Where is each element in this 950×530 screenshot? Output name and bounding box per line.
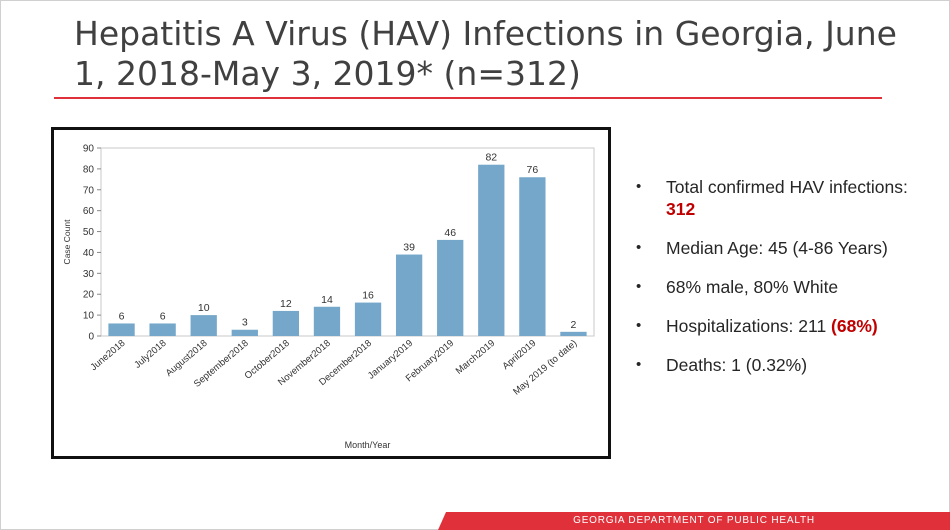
bar-value-label: 6 (119, 310, 125, 322)
bar (395, 254, 423, 336)
bullet-median-age-text: Median Age: 45 (4-86 Years) (666, 238, 888, 258)
bar (519, 177, 546, 336)
y-tick-label: 80 (83, 164, 95, 175)
x-tick-label: March2019 (454, 338, 497, 377)
title-underline (54, 97, 882, 99)
x-axis-title: Month/Year (345, 440, 391, 450)
bar-value-label: 16 (362, 290, 374, 302)
bar-value-label: 10 (198, 302, 210, 314)
bar (231, 329, 258, 336)
bar (313, 306, 341, 336)
bar-chart: 0 10 20 30 40 50 60 70 80 90 Case Count 6 June2018 6 J… (62, 144, 595, 450)
bar (149, 323, 176, 336)
bullet-demographics: 68% male, 80% White (636, 276, 936, 298)
bar-value-label: 39 (403, 242, 415, 254)
y-tick-label: 0 (88, 332, 94, 343)
footer-bar (438, 512, 950, 530)
y-tick-label: 50 (83, 227, 95, 238)
bar (108, 323, 135, 336)
x-tick-label: April2019 (500, 338, 538, 372)
y-tick-label: 10 (83, 311, 95, 322)
bullet-deaths-text: Deaths: 1 (0.32%) (666, 355, 808, 375)
bar-value-label: 46 (444, 227, 456, 239)
bar-value-label: 6 (160, 310, 166, 322)
bar-value-label: 2 (571, 319, 577, 331)
bullet-hospitalizations-percent: (68%) (831, 316, 878, 336)
footer-organization: GEORGIA DEPARTMENT OF PUBLIC HEALTH (573, 515, 815, 526)
bar-value-label: 76 (527, 164, 539, 176)
x-tick-label: July2018 (132, 338, 168, 371)
bar (354, 302, 382, 336)
bar-value-label: 14 (321, 294, 333, 306)
bullet-deaths: Deaths: 1 (0.32%) (636, 354, 936, 376)
bar-value-label: 3 (242, 317, 248, 329)
bullet-total: Total confirmed HAV infections: 312 (636, 176, 936, 220)
y-tick-label: 40 (83, 248, 95, 259)
x-tick-label: June2018 (88, 338, 127, 373)
y-tick-label: 70 (83, 185, 95, 196)
chart-container: 0 10 20 30 40 50 60 70 80 90 Case Count 6 June2018 6 J… (51, 127, 611, 459)
bullet-median-age: Median Age: 45 (4-86 Years) (636, 237, 936, 259)
bullet-hospitalizations: Hospitalizations: 211 (68%) (636, 315, 936, 337)
y-tick-label: 90 (83, 144, 95, 155)
y-tick-label: 20 (83, 290, 95, 301)
bullet-hospitalizations-text: Hospitalizations: 211 (666, 316, 832, 336)
bullet-demographics-text: 68% male, 80% White (666, 277, 839, 297)
bar (190, 315, 217, 336)
bar-value-label: 12 (280, 298, 292, 310)
bullet-total-text: Total confirmed HAV infections: (666, 177, 908, 197)
y-tick-label: 60 (83, 206, 95, 217)
bar (560, 331, 587, 336)
bar (272, 310, 300, 336)
plot-area (100, 147, 595, 337)
bullet-total-value: 312 (666, 199, 696, 219)
y-axis-title: Case Count (62, 219, 72, 265)
bar (478, 164, 505, 336)
bar (437, 239, 464, 336)
y-tick-label: 30 (83, 269, 95, 280)
slide-title: Hepatitis A Virus (HAV) Infections in Ge… (74, 14, 897, 93)
summary-list: Total confirmed HAV infections: 312 Medi… (636, 176, 936, 393)
bar-value-label: 82 (485, 152, 497, 164)
